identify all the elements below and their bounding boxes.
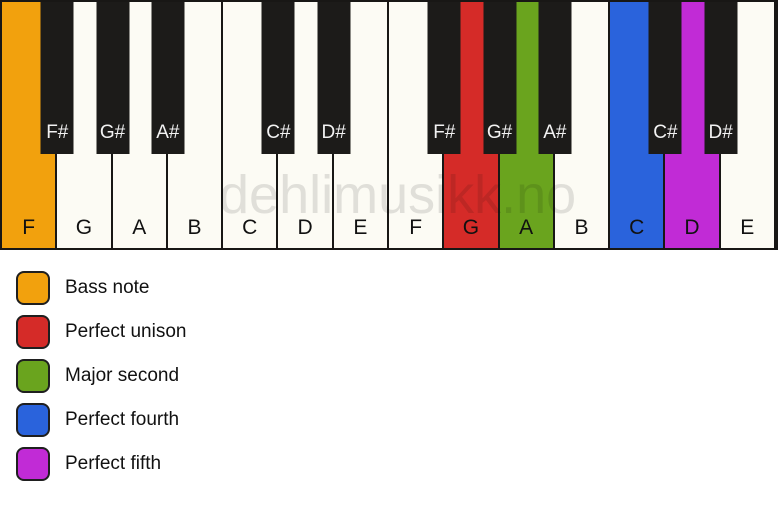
black-key-csharp-3: C# [261,2,295,154]
black-key-label: D# [321,122,346,143]
legend-swatch [16,271,50,305]
white-key-label: E [353,216,368,239]
legend-row-4: Perfect fifth [16,447,186,481]
black-key-asharp-2: A# [151,2,185,154]
legend-label: Bass note [65,277,150,298]
white-key-label: G [75,216,93,239]
white-key-label: E [740,216,755,239]
white-key-label: G [462,216,480,239]
white-key-label: C [242,216,258,239]
piano-keyboard: F G A B C D E F G A B C D E F# G# A# C# D# F# G# A# C# D# [0,0,778,250]
black-key-label: D# [708,122,733,143]
legend-swatch [16,359,50,393]
legend-label: Perfect fourth [65,409,180,430]
white-key-label: B [574,216,589,239]
legend-row-1: Perfect unison [16,315,186,349]
black-key-label: A# [543,122,567,143]
black-key-label: C# [653,122,678,143]
black-key-gsharp-6: G# [483,2,517,154]
black-key-label: A# [156,122,180,143]
white-key-label: D [297,216,313,239]
black-key-fsharp-5: F# [427,2,461,154]
legend-row-0: Bass note [16,271,186,305]
black-key-label: G# [99,122,126,143]
legend-row-2: Major second [16,359,186,393]
white-key-label: A [519,216,534,239]
white-key-label: F [22,216,36,239]
black-key-asharp-7: A# [538,2,572,154]
legend-label: Perfect unison [65,321,187,342]
white-key-label: C [629,216,645,239]
black-key-fsharp-0: F# [40,2,74,154]
legend-swatch [16,447,50,481]
black-key-label: F# [433,122,456,143]
legend-label: Major second [65,365,180,386]
white-key-label: B [187,216,202,239]
black-key-dsharp-4: D# [317,2,351,154]
black-key-label: C# [266,122,291,143]
black-key-gsharp-1: G# [96,2,130,154]
white-key-label: F [409,216,423,239]
black-key-label: G# [486,122,513,143]
legend-row-3: Perfect fourth [16,403,186,437]
black-key-csharp-8: C# [648,2,682,154]
black-key-dsharp-9: D# [704,2,738,154]
white-key-label: D [684,216,700,239]
legend-label: Perfect fifth [65,453,162,474]
legend-swatch [16,403,50,437]
white-key-label: A [132,216,147,239]
legend: Bass note Perfect unison Major second Perfe… [16,271,186,491]
black-key-label: F# [46,122,69,143]
legend-swatch [16,315,50,349]
